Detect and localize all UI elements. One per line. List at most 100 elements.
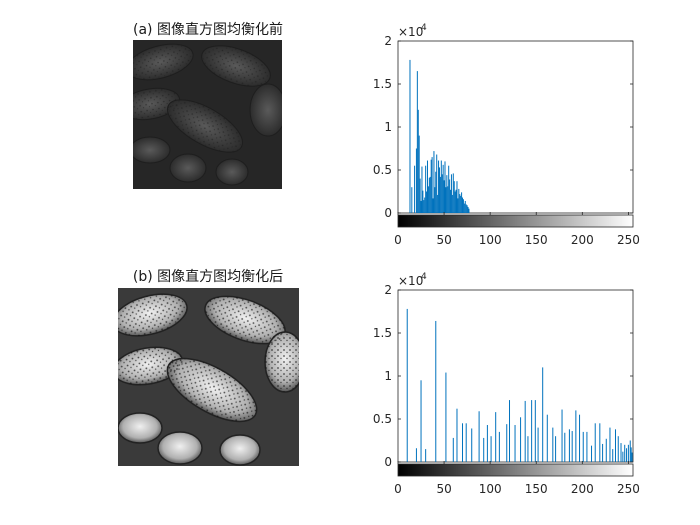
- histogram-bar: [627, 444, 629, 462]
- x-tick-label: 200: [571, 482, 594, 496]
- histogram-bar: [426, 160, 428, 213]
- histogram-bar: [534, 400, 536, 462]
- histogram-bar: [614, 429, 616, 462]
- histogram-bar: [486, 425, 488, 462]
- histogram-bar: [624, 444, 626, 462]
- histogram-bar: [454, 191, 456, 213]
- histogram-bar: [425, 165, 427, 213]
- histogram-bar: [579, 414, 581, 462]
- histogram-bar: [478, 411, 480, 462]
- image-after-equalization: [118, 288, 299, 466]
- histogram-bar: [460, 195, 462, 213]
- histogram-bar: [423, 200, 425, 213]
- histogram-bar: [429, 176, 431, 213]
- x-tick-label: 250: [617, 233, 640, 247]
- histogram-bar: [445, 187, 447, 213]
- grayscale-colorbar: [397, 463, 634, 477]
- histogram-bar: [542, 367, 544, 462]
- histogram-bar: [586, 431, 588, 462]
- x-tick-label: 100: [479, 233, 502, 247]
- histogram-before: 0 50 100 150 200 250 0 0.5 1 1.5 2 ×104: [373, 23, 640, 247]
- histogram-bar: [462, 199, 464, 213]
- histogram-bar: [555, 436, 557, 462]
- histogram-bar: [514, 425, 516, 462]
- histogram-bar: [620, 443, 622, 462]
- histogram-bar: [415, 448, 417, 462]
- histogram-bar: [452, 437, 454, 462]
- histogram-bar: [605, 438, 607, 462]
- histogram-bar: [520, 417, 522, 462]
- x-tick-label: 200: [571, 233, 594, 247]
- histogram-bar: [464, 200, 466, 213]
- histogram-bar: [417, 109, 419, 213]
- histogram-bar: [564, 432, 566, 462]
- histogram-bar: [442, 164, 444, 213]
- histogram-bar: [433, 151, 435, 213]
- histogram-bar: [465, 423, 467, 462]
- grayscale-colorbar: [397, 214, 634, 228]
- histogram-bar: [509, 400, 511, 462]
- histogram-bar: [428, 177, 430, 213]
- histogram-bar: [591, 445, 593, 462]
- histogram-bar: [524, 400, 526, 462]
- histogram-bar: [462, 197, 464, 213]
- y-tick-label: 1: [384, 369, 392, 383]
- histogram-bar: [575, 410, 577, 462]
- histogram-bar: [430, 159, 432, 213]
- histogram-bar: [432, 198, 434, 213]
- x-tick-label: 100: [479, 482, 502, 496]
- histogram-bar: [457, 198, 459, 213]
- histogram-bar: [420, 200, 422, 213]
- histogram-bar: [445, 372, 447, 462]
- histogram-bar: [531, 400, 533, 462]
- histogram-bar: [447, 186, 449, 213]
- histogram-bar: [450, 189, 452, 213]
- x-tick-label: 0: [394, 233, 402, 247]
- histogram-bar: [490, 436, 492, 462]
- histogram-bar: [436, 154, 438, 213]
- histogram-bar: [421, 166, 423, 213]
- image-before-equalization: [133, 40, 282, 189]
- histogram-bar: [629, 440, 631, 462]
- histogram-bar: [456, 408, 458, 462]
- x-tick-label: 0: [394, 482, 402, 496]
- histogram-bar: [527, 436, 529, 462]
- histogram-after: 0 50 100 150 200 250 0 0.5 1 1.5 2 ×104: [373, 272, 640, 496]
- histogram-bar: [631, 452, 633, 462]
- histogram-bar: [439, 176, 441, 213]
- histogram-bar: [427, 186, 429, 213]
- histogram-bar: [450, 174, 452, 213]
- histogram-bar: [438, 167, 440, 213]
- histogram-bar: [609, 427, 611, 462]
- histogram-bar: [571, 431, 573, 462]
- histogram-bar: [452, 173, 454, 213]
- histogram-bar: [425, 449, 427, 462]
- histogram-bar: [443, 180, 445, 213]
- histogram-bar: [467, 206, 469, 213]
- histogram-bar: [446, 175, 448, 213]
- y-scale-factor: ×10: [398, 274, 423, 288]
- histogram-bar: [456, 181, 458, 213]
- histogram-bar: [418, 135, 420, 213]
- histogram-bar: [431, 157, 433, 213]
- histogram-bar: [458, 188, 460, 213]
- y-tick-label: 0: [384, 455, 392, 469]
- histogram-bar: [435, 320, 437, 462]
- histogram-bar: [466, 205, 468, 213]
- x-tick-label: 50: [436, 233, 451, 247]
- histogram-bar: [434, 187, 436, 213]
- y-scale-exponent: 4: [421, 272, 427, 282]
- histogram-bar: [406, 308, 408, 462]
- histogram-bar: [453, 181, 455, 213]
- histogram-bar: [626, 448, 628, 462]
- histogram-bar: [424, 197, 426, 213]
- histogram-bar: [461, 192, 463, 213]
- histogram-bar: [441, 174, 443, 213]
- y-tick-label: 0.5: [373, 412, 392, 426]
- histogram-bar: [444, 161, 446, 213]
- image-b-title: (b) 图像直方图均衡化后: [133, 268, 283, 285]
- histogram-bar: [552, 427, 554, 462]
- x-tick-label: 250: [617, 482, 640, 496]
- histogram-bar: [471, 428, 473, 462]
